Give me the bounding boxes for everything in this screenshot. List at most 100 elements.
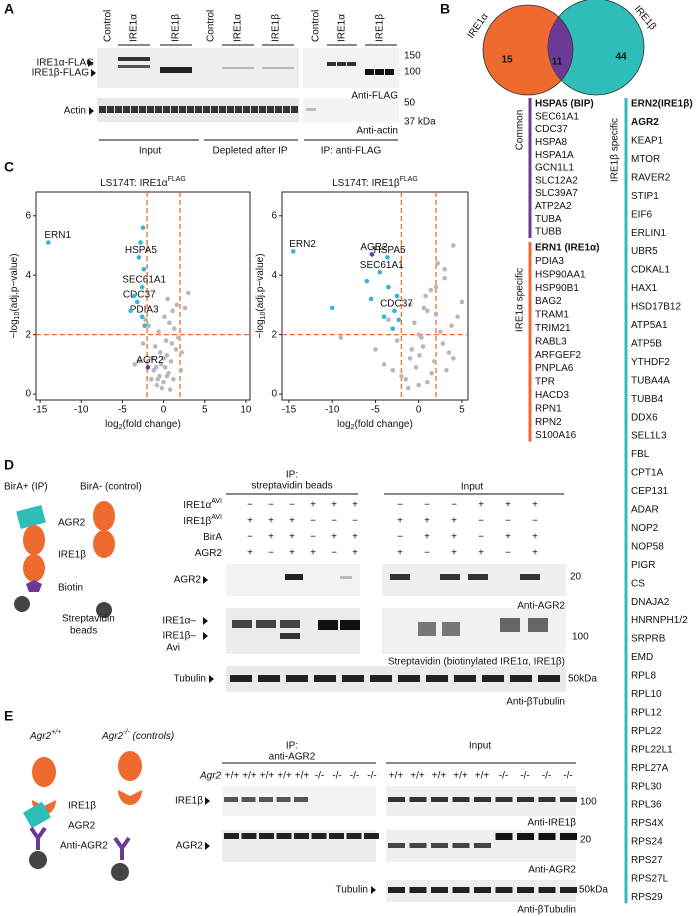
protein-name: UBR5 — [631, 246, 658, 257]
point — [406, 385, 411, 391]
point — [161, 356, 166, 361]
genotype: +/+ — [410, 771, 425, 782]
cartoon-title-part: Agr2 — [101, 731, 124, 742]
arrowhead — [203, 632, 208, 640]
arrowhead — [203, 576, 208, 584]
point — [148, 376, 154, 382]
venn-left — [483, 5, 573, 95]
plot-frame — [35, 191, 251, 401]
protein-name: HSPA1A — [535, 150, 574, 161]
y-axis-label: −log10(adj.p−value) — [255, 253, 268, 338]
band — [286, 675, 308, 682]
x-tick-label: 0 — [416, 405, 422, 416]
band — [171, 106, 178, 113]
genotype: -/- — [499, 771, 508, 782]
point — [392, 308, 397, 314]
point — [369, 252, 375, 257]
antibody — [113, 836, 131, 860]
protein-name: RPL36 — [631, 800, 662, 811]
point — [428, 287, 434, 293]
condition-sign: + — [532, 500, 538, 511]
band — [278, 67, 286, 69]
arrowhead — [88, 59, 93, 67]
protein-name: RABL3 — [535, 336, 567, 347]
cartoon-label: Biotin — [58, 583, 83, 594]
genotype: +/+ — [453, 771, 468, 782]
point — [440, 341, 446, 346]
band — [347, 62, 356, 66]
antibody-label: Anti-βTubulin — [517, 905, 576, 916]
condition-sign: + — [352, 500, 358, 511]
band — [409, 887, 427, 893]
blot — [226, 666, 566, 692]
condition-sign: + — [478, 500, 484, 511]
band — [346, 833, 362, 839]
point — [179, 350, 184, 355]
band — [134, 57, 142, 61]
band — [286, 67, 294, 69]
protein-name: CDC37 — [535, 124, 568, 135]
row-label-part: BirA — [203, 532, 222, 543]
point — [157, 350, 163, 355]
protein-name: RPL10 — [631, 689, 662, 700]
condition-sign: + — [532, 548, 538, 559]
mw-label: 100 — [580, 797, 597, 808]
agr2-shape — [16, 504, 46, 530]
band-label: IRE1β– — [162, 631, 196, 642]
protein-name: HSPA5 (BIP) — [535, 99, 594, 110]
protein-name: ERLIN1 — [631, 228, 666, 239]
protein-name: TRIM21 — [535, 323, 571, 334]
protein-name: CPT1A — [631, 468, 664, 479]
blot — [226, 608, 360, 654]
condition-sign: + — [505, 532, 511, 543]
protein-name: HAX1 — [631, 283, 658, 294]
mw-label: 50kDa — [579, 885, 608, 896]
band — [267, 106, 274, 113]
band — [126, 65, 134, 68]
protein-name: RPL22L1 — [631, 744, 673, 755]
protein-name: BAG2 — [535, 296, 562, 307]
protein-name: AGR2 — [631, 117, 659, 128]
cartoon-title-part: (controls) — [130, 731, 174, 742]
band — [155, 106, 162, 113]
chart-title: LS174T: IRE1αFLAG — [100, 176, 186, 188]
y-axis-label-part: (adj.p−value) — [255, 253, 266, 311]
band — [219, 106, 226, 113]
condition-sign: − — [352, 516, 358, 527]
band — [195, 106, 202, 113]
point — [162, 314, 167, 320]
band-label: Actin — [64, 106, 86, 117]
mw-label: 50kDa — [568, 674, 597, 685]
point — [438, 329, 443, 334]
point — [146, 323, 152, 329]
condition-sign: − — [478, 532, 484, 543]
protein-name: HNRNPH1/2 — [631, 615, 688, 626]
protein-name: RPS24 — [631, 837, 663, 848]
ip-title: streptavidin beads — [251, 481, 332, 492]
row-label: IRE1βAVI — [183, 514, 222, 526]
y-tick-label: 2 — [271, 329, 277, 340]
antibody — [29, 826, 47, 850]
band — [147, 106, 154, 113]
band — [294, 833, 309, 839]
point-label: ERN1 — [44, 230, 71, 241]
mw-label: 37 kDa — [404, 117, 436, 128]
group-label: IP: anti-FLAG — [321, 146, 382, 157]
row-label-part: IRE1β — [183, 516, 211, 527]
venn-count: 44 — [615, 52, 627, 63]
condition-sign: − — [331, 516, 337, 527]
y-axis-label-part: −log — [9, 319, 20, 338]
condition-sign: + — [478, 548, 484, 559]
lane-label: IRE1β — [171, 14, 182, 42]
point — [153, 365, 159, 370]
band — [440, 574, 460, 580]
point-label: CDC37 — [380, 298, 413, 309]
condition-sign: + — [397, 516, 403, 527]
x-axis-label-part: log — [337, 419, 350, 430]
point — [164, 353, 170, 358]
point — [158, 362, 164, 367]
point — [290, 249, 296, 254]
condition-sign: + — [331, 532, 337, 543]
point — [413, 365, 419, 370]
